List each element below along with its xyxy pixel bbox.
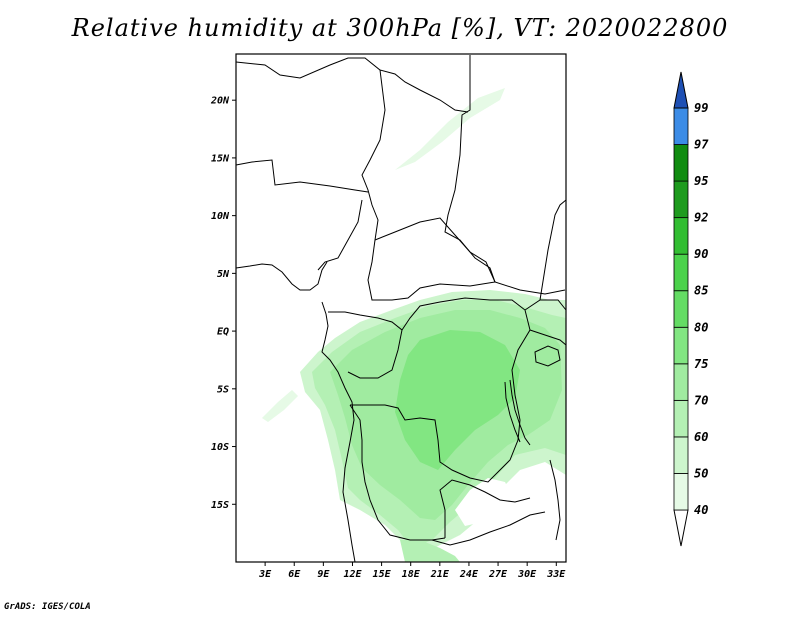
border-drc xyxy=(350,297,531,483)
border-chad-west xyxy=(361,69,386,241)
lake-victoria xyxy=(534,345,561,367)
colorbar-segment xyxy=(673,399,689,438)
lat-tick-label: 20N xyxy=(210,96,230,107)
colorbar-segment xyxy=(673,473,689,511)
lat-tick-label: 15N xyxy=(211,153,230,164)
border-east-africa xyxy=(524,199,567,346)
lake-malawi xyxy=(549,459,561,541)
colorbar-segment xyxy=(673,144,689,182)
colorbar-level-label: 92 xyxy=(694,211,708,225)
colorbar-segment xyxy=(673,217,689,255)
colorbar-level-label: 60 xyxy=(694,430,708,444)
lat-tick-label: 10S xyxy=(211,442,229,453)
colorbar-level-label: 95 xyxy=(694,174,708,188)
colorbar-level-label: 40 xyxy=(694,503,708,517)
colorbar-segment xyxy=(673,290,689,328)
border-north-1 xyxy=(235,57,469,113)
longitude-axis: 3E 6E 9E 12E 15E 18E 21E 24E 27E 30E 33E xyxy=(258,562,566,580)
lon-tick-label: 12E xyxy=(343,569,362,580)
colorbar-segment xyxy=(673,253,689,292)
border-niger-nigeria xyxy=(235,159,369,193)
lon-tick-label: 30E xyxy=(517,569,537,580)
colorbar-segment xyxy=(673,363,689,401)
lon-tick-label: 6E xyxy=(288,569,301,580)
latitude-axis: 20N 15N 10N 5N EQ 5S 10S 15S xyxy=(210,96,236,511)
lake-tanganyika xyxy=(504,379,531,446)
colorbar-level-label: 85 xyxy=(694,284,708,298)
border-nigeria-cameroon xyxy=(317,199,363,271)
lon-tick-label: 3E xyxy=(258,569,272,580)
lat-tick-label: EQ xyxy=(217,327,229,338)
colorbar-level-label: 99 xyxy=(694,101,708,115)
border-south xyxy=(431,511,546,546)
lon-tick-label: 33E xyxy=(546,569,566,580)
colorbar-level-label: 80 xyxy=(694,320,708,334)
lon-tick-label: 18E xyxy=(402,569,421,580)
colorbar-level-label: 70 xyxy=(694,393,708,407)
humidity-streak-north xyxy=(395,88,505,170)
map-frame xyxy=(235,53,567,563)
colorbar-level-label: 90 xyxy=(694,247,708,261)
colorbar-upper-arrow xyxy=(673,71,689,109)
colorbar-segment xyxy=(673,107,689,145)
lat-tick-label: 15S xyxy=(211,500,229,511)
humidity-region-south xyxy=(400,540,460,562)
lat-tick-label: 5S xyxy=(217,384,229,395)
colorbar-lower-arrow xyxy=(673,509,689,547)
border-zambia xyxy=(439,479,531,538)
lat-tick-label: 5N xyxy=(217,269,230,280)
coastline-central-africa xyxy=(321,301,356,563)
border-car xyxy=(367,217,496,301)
coastline-west-africa xyxy=(235,261,328,291)
border-north-2 xyxy=(444,55,566,295)
colorbar-segment xyxy=(673,436,689,474)
grads-credit: GrADS: IGES/COLA xyxy=(4,602,91,612)
lon-tick-label: 27E xyxy=(488,569,508,580)
humidity-region-peak xyxy=(395,330,520,470)
colorbar-level-label: 97 xyxy=(694,138,709,152)
colorbar: 40 50 60 70 75 80 85 90 92 95 97 99 xyxy=(673,71,709,547)
map-title: Relative humidity at 300hPa [%], VT: 202… xyxy=(71,14,729,42)
lon-tick-label: 9E xyxy=(317,569,330,580)
humidity-streak-west xyxy=(262,390,298,422)
colorbar-level-label: 75 xyxy=(694,357,708,371)
lon-tick-label: 15E xyxy=(373,569,392,580)
border-angola xyxy=(349,404,446,541)
lon-tick-label: 24E xyxy=(459,569,479,580)
humidity-shading xyxy=(262,88,566,562)
lat-tick-label: 10N xyxy=(211,211,230,222)
colorbar-segment xyxy=(673,326,689,365)
colorbar-level-label: 50 xyxy=(694,466,708,480)
lon-tick-label: 21E xyxy=(430,569,450,580)
dry-pocket xyxy=(455,478,512,526)
country-borders xyxy=(235,55,567,563)
colorbar-segment xyxy=(673,180,689,219)
